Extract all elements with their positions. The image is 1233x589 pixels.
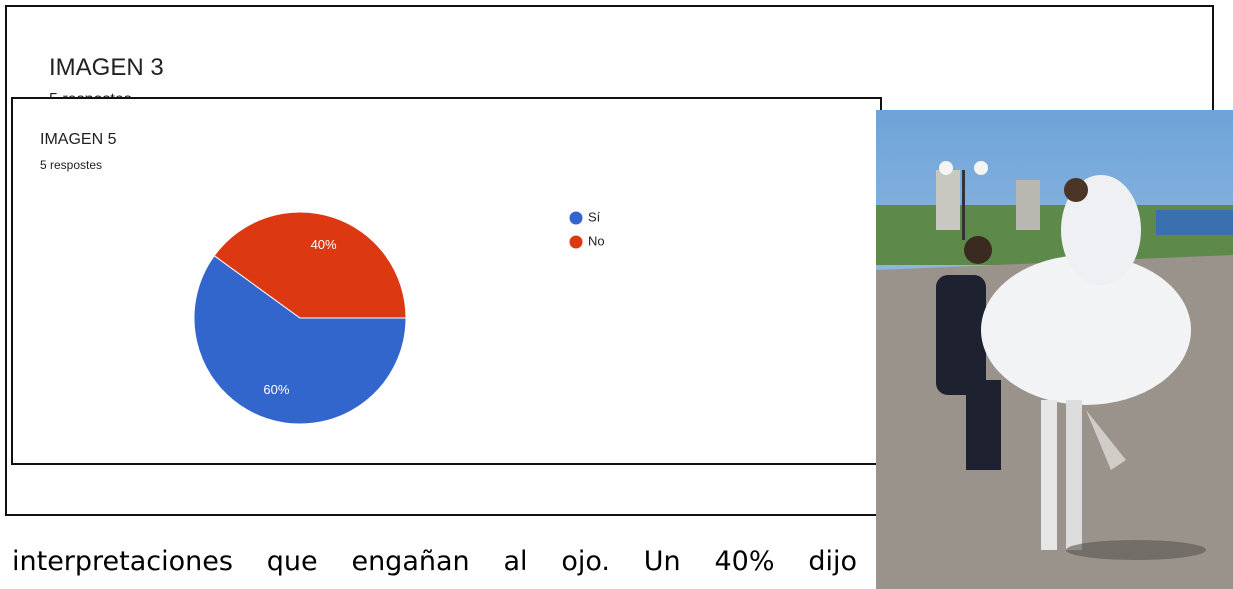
legend-marker [569, 211, 583, 225]
chart-title: IMAGEN 5 [40, 131, 117, 148]
slice-label: 40% [311, 237, 337, 252]
legend-label: Sí [588, 209, 601, 224]
legend-label: No [588, 233, 605, 248]
slice-label: 60% [263, 382, 289, 397]
legend-marker [569, 235, 583, 249]
photo [876, 110, 1233, 589]
chart-card: 60% 40% Sí No IMAGEN 5 5 respostes [11, 97, 882, 465]
chart: 60% 40% Sí No [193, 209, 605, 425]
body-text: interpretaciones que engañan al ojo. Un … [12, 546, 857, 577]
card-title: IMAGEN 3 [49, 54, 164, 81]
pie-slice [193, 254, 407, 425]
chart-subtitle: 5 respostes [40, 158, 103, 172]
pie-slice [213, 211, 407, 319]
